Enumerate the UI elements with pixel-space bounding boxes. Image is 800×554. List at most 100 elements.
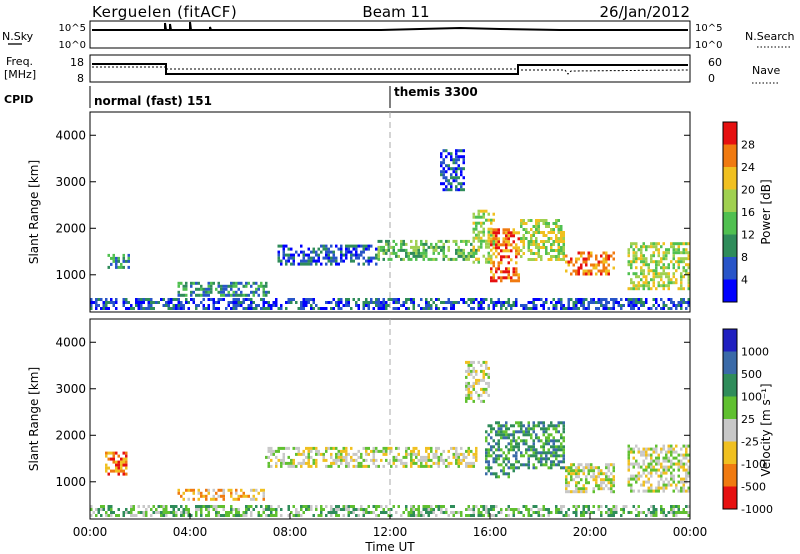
power-echo-cell (90, 301, 93, 304)
power-echo-cell (670, 260, 673, 264)
velocity-echo-cell (105, 466, 108, 470)
power-echo-cell (635, 284, 638, 288)
velocity-echo-cell (572, 469, 575, 473)
velocity-echo-cell (560, 466, 563, 470)
power-echo-cell (667, 298, 670, 301)
power-echo-cell (465, 254, 468, 258)
power-echo-cell (672, 275, 675, 279)
power-echo-cell (92, 301, 95, 304)
velocity-echo-cell (467, 446, 470, 450)
power-echo-cell (587, 254, 590, 258)
velocity-echo-cell (627, 459, 630, 463)
velocity-echo-cell (605, 511, 608, 514)
velocity-echo-cell (407, 514, 410, 517)
power-echo-cell (620, 304, 623, 307)
power-echo-cell (677, 263, 680, 267)
velocity-echo-cell (425, 505, 428, 508)
power-echo-cell (432, 245, 435, 249)
velocity-echo-cell (220, 505, 223, 508)
power-echo-cell (557, 255, 560, 258)
power-echo-cell (505, 237, 508, 241)
velocity-echo-cell (102, 508, 105, 511)
velocity-echo-cell (592, 472, 595, 476)
power-echo-cell (660, 275, 663, 279)
velocity-echo-cell (500, 454, 503, 458)
power-echo-cell (537, 219, 540, 222)
power-echo-cell (562, 304, 565, 307)
power-echo-cell (482, 233, 485, 237)
power-echo-cell (235, 304, 238, 307)
power-echo-cell (585, 298, 588, 301)
velocity-echo-cell (657, 462, 660, 466)
power-echo-cell (377, 254, 380, 258)
velocity-echo-cell (507, 508, 510, 511)
velocity-echo-cell (155, 508, 158, 511)
power-echo-cell (377, 251, 380, 255)
power-echo-cell (567, 260, 570, 264)
velocity-echo-cell (572, 478, 575, 482)
velocity-echo-cell (582, 472, 585, 476)
velocity-echo-cell (345, 458, 348, 462)
power-echo-cell (300, 250, 303, 254)
power-echo-cell (262, 298, 265, 301)
power-echo-cell (267, 304, 270, 307)
power-echo-cell (117, 256, 120, 260)
power-echo-cell (677, 242, 680, 246)
velocity-echo-cell (422, 458, 425, 462)
power-echo-cell (672, 266, 675, 270)
power-echo-cell (492, 279, 495, 283)
velocity-echo-cell (267, 508, 270, 511)
power-echo-cell (115, 298, 118, 301)
power-echo-cell (250, 301, 253, 304)
power-colorbar-segment (723, 234, 737, 258)
velocity-echo-cell (660, 447, 663, 451)
velocity-echo-cell (247, 505, 250, 508)
velocity-echo-cell (547, 442, 550, 446)
power-echo-cell (332, 250, 335, 254)
power-echo-cell (265, 281, 268, 285)
velocity-echo-cell (532, 445, 535, 449)
velocity-echo-cell (467, 387, 470, 391)
power-echo-cell (340, 247, 343, 251)
velocity-echo-cell (467, 514, 470, 517)
velocity-echo-cell (550, 451, 553, 455)
velocity-echo-cell (495, 457, 498, 461)
power-echo-cell (520, 222, 523, 225)
power-echo-cell (570, 307, 573, 310)
velocity-echo-cell (252, 494, 255, 498)
velocity-echo-cell (502, 424, 505, 428)
velocity-echo-cell (560, 442, 563, 446)
velocity-echo-cell (187, 511, 190, 514)
power-echo-cell (645, 298, 648, 301)
velocity-echo-cell (365, 452, 368, 456)
velocity-echo-cell (505, 430, 508, 434)
velocity-echo-cell (485, 360, 488, 364)
velocity-echo-cell (482, 369, 485, 373)
velocity-echo-cell (562, 454, 565, 458)
velocity-echo-cell (187, 488, 190, 492)
velocity-echo-cell (485, 460, 488, 464)
velocity-echo-cell (165, 514, 168, 517)
power-echo-cell (502, 270, 505, 274)
velocity-echo-cell (112, 460, 115, 464)
power-echo-cell (547, 307, 550, 310)
velocity-echo-cell (507, 514, 510, 517)
velocity-echo-cell (677, 511, 680, 514)
velocity-echo-cell (512, 511, 515, 514)
velocity-echo-cell (520, 424, 523, 428)
power-echo-cell (300, 304, 303, 307)
velocity-echo-cell (535, 457, 538, 461)
velocity-echo-cell (545, 439, 548, 443)
power-echo-cell (355, 244, 358, 248)
power-echo-cell (652, 260, 655, 264)
power-echo-cell (420, 254, 423, 258)
velocity-echo-cell (210, 497, 213, 501)
velocity-echo-cell (542, 448, 545, 452)
power-echo-cell (642, 272, 645, 276)
velocity-echo-cell (212, 508, 215, 511)
power-echo-cell (577, 269, 580, 273)
power-echo-cell (472, 215, 475, 219)
velocity-echo-cell (205, 514, 208, 517)
velocity-echo-cell (545, 508, 548, 511)
